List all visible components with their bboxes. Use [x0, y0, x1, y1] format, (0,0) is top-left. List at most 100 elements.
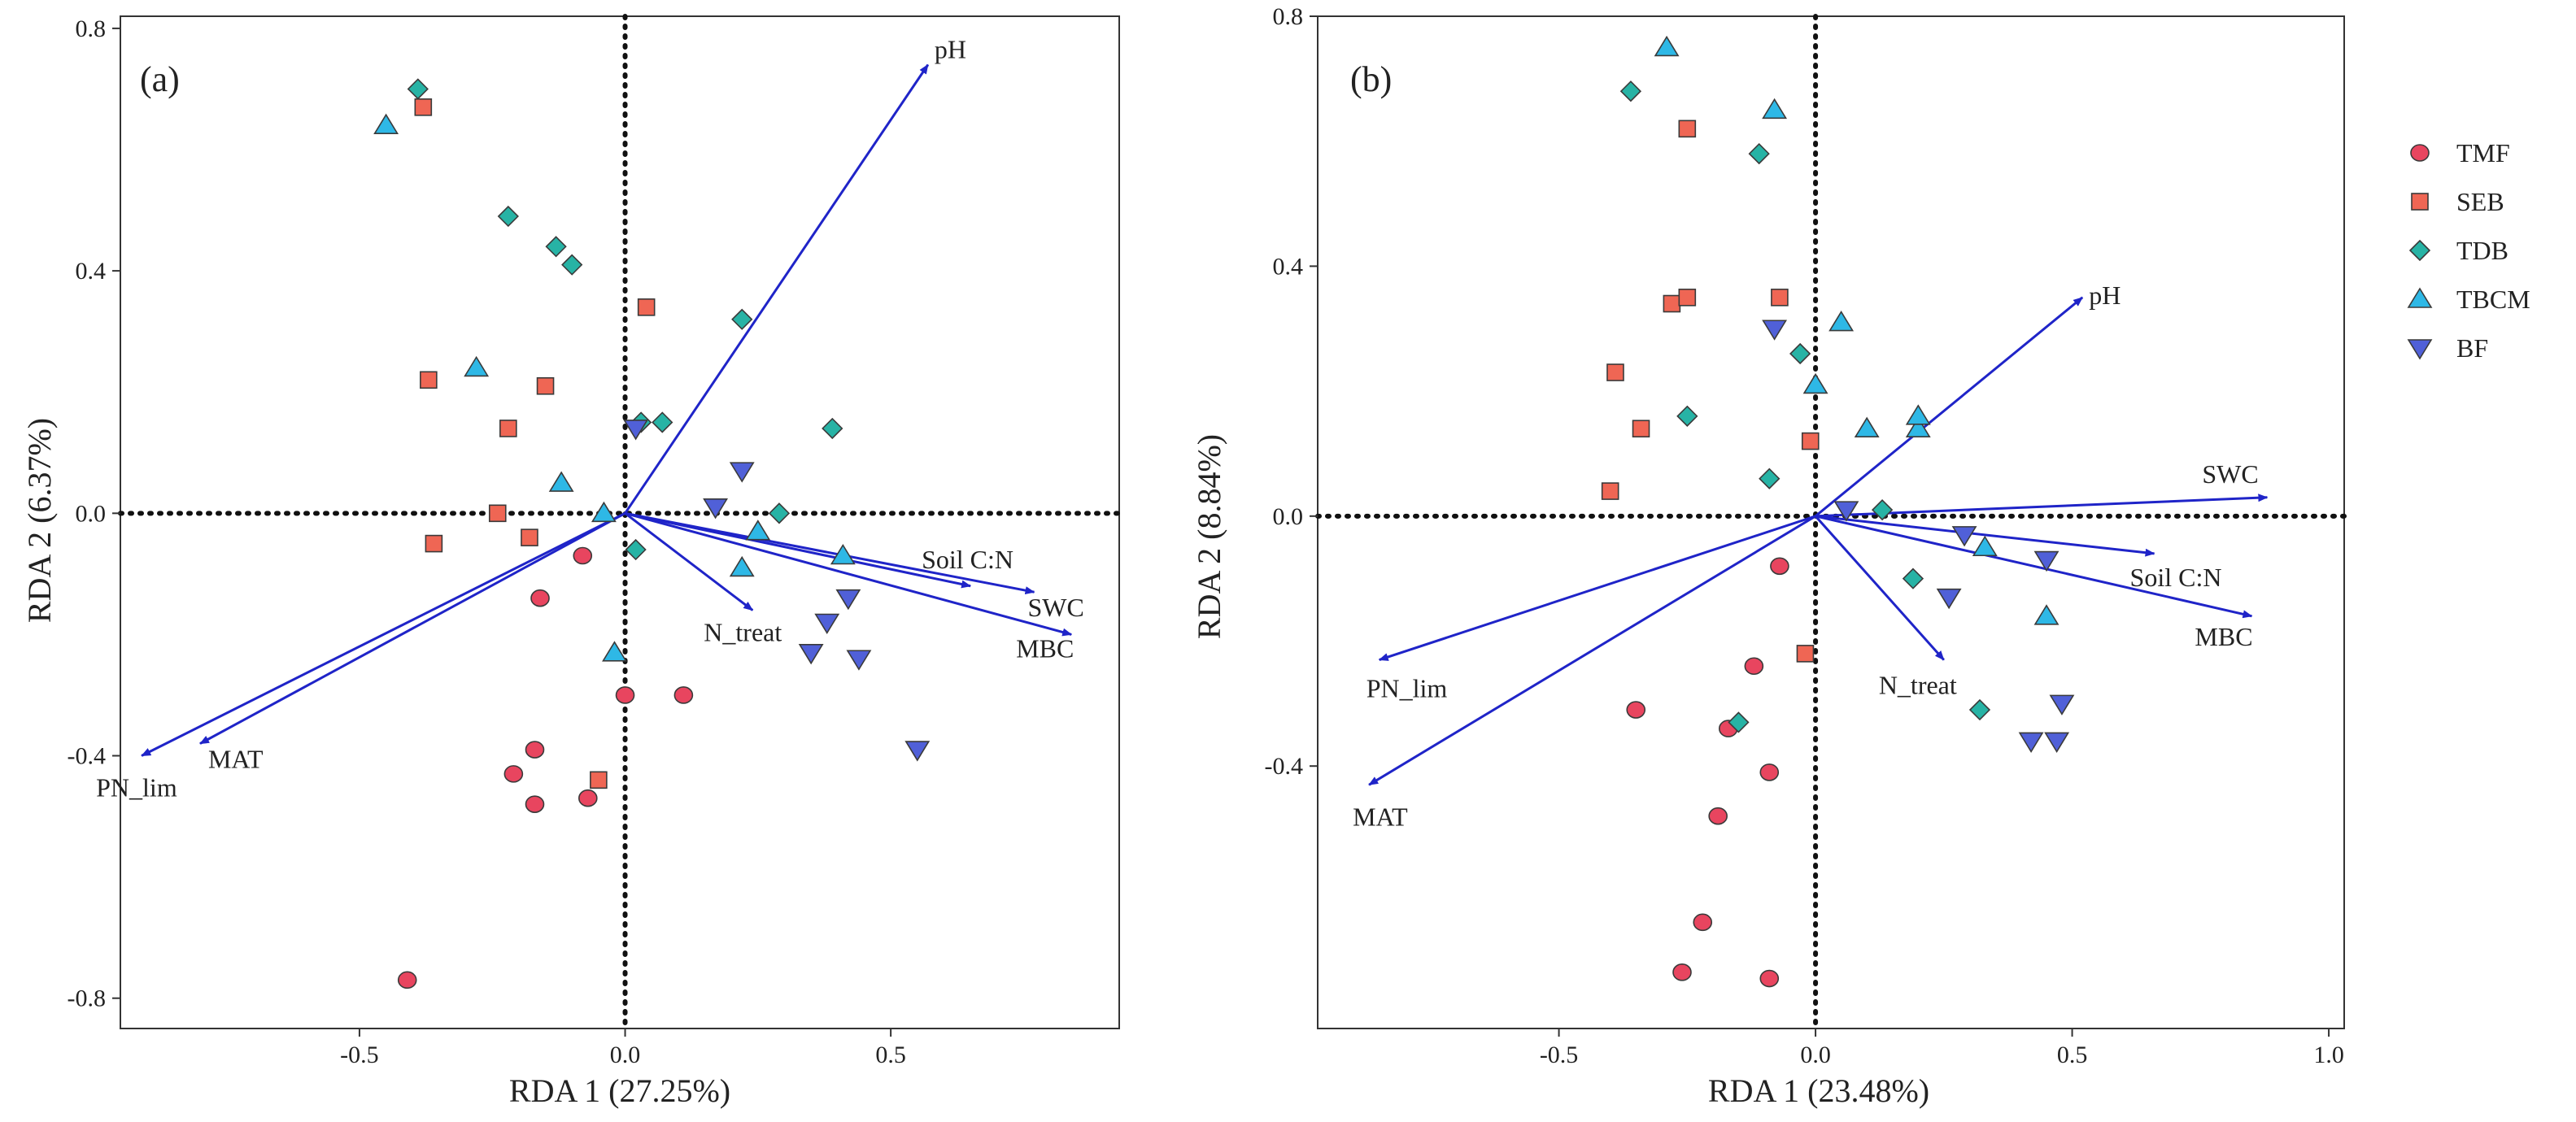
- panel-b-x-tick-label: 1.0: [2313, 1042, 2344, 1068]
- panel-b-point-tmf: [1672, 963, 1692, 981]
- panel-a-point-tmf: [615, 686, 635, 704]
- panel-a-point-bf: [729, 462, 755, 483]
- panel-a-arrow-label-ph: pH: [935, 35, 966, 64]
- panel-a-point-seb: [521, 528, 538, 546]
- panel-a-arrow-n-treat: [624, 512, 754, 611]
- panel-a-arrow-ph: [624, 63, 930, 515]
- panel-a-point-bf: [623, 420, 649, 441]
- panel-b-point-tdb: [1728, 711, 1750, 733]
- panel-b-point-tmf: [1626, 701, 1646, 719]
- legend-item-tmf: TMF: [2410, 138, 2510, 167]
- panel-b-point-tbcm: [1905, 416, 1931, 438]
- legend-label-tbcm: TBCM: [2456, 285, 2530, 314]
- panel-a-y-axis-title: RDA 2 (6.37%): [21, 418, 58, 623]
- panel-b-point-tbcm: [1854, 416, 1880, 438]
- panel-a-point-tdb: [822, 417, 843, 440]
- panel-b-point-seb: [1796, 645, 1815, 663]
- legend-marker-seb: [2411, 193, 2429, 211]
- panel-b-point-tdb: [1759, 468, 1781, 489]
- panel-a-point-tbcm: [591, 501, 617, 523]
- panel-a-point-tdb: [625, 538, 647, 561]
- panel-a-point-tbcm: [373, 113, 399, 134]
- panel-a-x-tick-label: -0.5: [340, 1042, 379, 1068]
- panel-a-y-tick-label: 0.0: [76, 500, 107, 527]
- panel-b-point-tmf: [1708, 807, 1728, 825]
- panel-a-arrow-label-swc: SWC: [1027, 593, 1083, 622]
- panel-b-point-tbcm: [1762, 98, 1788, 120]
- panel-a-y-tick-label: -0.8: [68, 985, 107, 1012]
- panel-a-arrow-label-soil-c-n: Soil C:N: [922, 545, 1013, 574]
- panel-b-label: (b): [1350, 59, 1392, 99]
- panel-a-arrow-label-mat: MAT: [208, 745, 264, 774]
- panel-b-point-tbcm: [1905, 404, 1931, 425]
- legend: TMF SEB TDB TBCM BF: [2407, 138, 2530, 363]
- panel-a-point-tdb: [652, 411, 673, 433]
- panel-a-arrow-label-n-treat: N_treat: [704, 618, 782, 647]
- panel-b-point-tmf: [1759, 763, 1780, 781]
- panel-b-point-seb: [1606, 363, 1624, 381]
- panel-b-arrow-label-soil-c-n: Soil C:N: [2130, 563, 2222, 592]
- panel-a-point-seb: [420, 371, 438, 389]
- panel-a-point-seb: [425, 534, 443, 553]
- panel-a-x-axis-title: RDA 1 (27.25%): [509, 1072, 730, 1109]
- panel-b-x-tick-label: 0.5: [2057, 1042, 2088, 1068]
- panel-b-point-tdb: [1968, 698, 1991, 721]
- panel-a-point-seb: [637, 298, 656, 316]
- panel-a-frame: [120, 15, 1120, 1029]
- panel-a-arrow-mbc: [625, 511, 1073, 637]
- panel-b-y-tick-label: 0.8: [1273, 3, 1304, 30]
- panel-a-point-seb: [499, 420, 517, 437]
- panel-b-point-tmf: [1770, 557, 1789, 576]
- panel-a-point-seb: [414, 98, 433, 116]
- legend-symbol-tmf: [2410, 144, 2430, 162]
- panel-b-point-tdb: [1619, 80, 1642, 102]
- panel-b-x-tick-label: -0.5: [1540, 1042, 1579, 1068]
- panel-a-point-tmf: [397, 971, 417, 989]
- panel-b-frame: [1317, 15, 2345, 1029]
- panel-a-point-tmf: [503, 765, 524, 783]
- panel-b-point-bf: [1762, 320, 1788, 341]
- legend-label-bf: BF: [2456, 333, 2488, 363]
- panel-a-point-tdb: [561, 254, 583, 276]
- panel-b-point-tbcm: [2033, 604, 2059, 625]
- panel-b-arrow-pn-lim: [1378, 515, 1816, 661]
- panel-a-point-tdb: [545, 236, 567, 258]
- panel-a-point-seb: [536, 376, 555, 395]
- panel-a-point-tdb: [407, 78, 429, 100]
- panel-a-arrow-label-pn-lim: PN_lim: [96, 773, 177, 802]
- panel-b-y-tick-label: 0.0: [1273, 503, 1304, 530]
- panel-a-arrow-pn-lim: [141, 511, 626, 757]
- panel-a-point-bf: [904, 741, 931, 762]
- panel-b-arrow-ph: [1815, 296, 2084, 517]
- panel-b-point-tdb: [1789, 342, 1811, 365]
- panel-a-point-bf: [814, 613, 840, 635]
- panel-b-point-seb: [1601, 482, 1619, 500]
- panel-b: pH SWC Soil C:N MBC N_treat PN_lim MAT -0.5 0.0…: [1191, 3, 2347, 1109]
- legend-item-tbcm: TBCM: [2407, 285, 2530, 314]
- panel-a-arrow-swc: [625, 511, 1035, 595]
- panel-b-point-bf: [2018, 732, 2044, 754]
- legend-item-seb: SEB: [2411, 187, 2504, 216]
- panel-a-x-tick-label: 0.5: [875, 1042, 906, 1068]
- panel-b-point-seb: [1771, 289, 1789, 307]
- panel-b-arrow-label-n-treat: N_treat: [1879, 671, 1957, 700]
- panel-b-point-tbcm: [1654, 35, 1680, 57]
- panel-a-x-tick-label: 0.0: [610, 1042, 641, 1068]
- panel-b-point-tmf: [1693, 913, 1713, 932]
- panel-a-point-tmf: [525, 741, 545, 759]
- panel-b-arrow-swc: [1815, 494, 2269, 518]
- panel-a-point-tbcm: [548, 471, 574, 492]
- panel-a-point-tbcm: [464, 355, 490, 377]
- panel-b-point-seb: [1801, 432, 1820, 450]
- panel-a-label: (a): [140, 59, 180, 99]
- panel-b-y-axis-title: RDA 2 (8.84%): [1191, 434, 1227, 639]
- panel-a-point-bf: [846, 650, 872, 671]
- panel-a-y-tick-label: 0.8: [76, 15, 107, 42]
- panel-b-arrow-label-ph: pH: [2089, 280, 2121, 310]
- panel-b-x-axis-title: RDA 1 (23.48%): [1708, 1072, 1929, 1109]
- panel-b-point-tdb: [1748, 142, 1770, 165]
- panel-a-point-tbcm: [602, 641, 627, 662]
- panel-b-point-seb: [1678, 120, 1697, 138]
- panel-b-y-tick-label: 0.4: [1273, 253, 1304, 280]
